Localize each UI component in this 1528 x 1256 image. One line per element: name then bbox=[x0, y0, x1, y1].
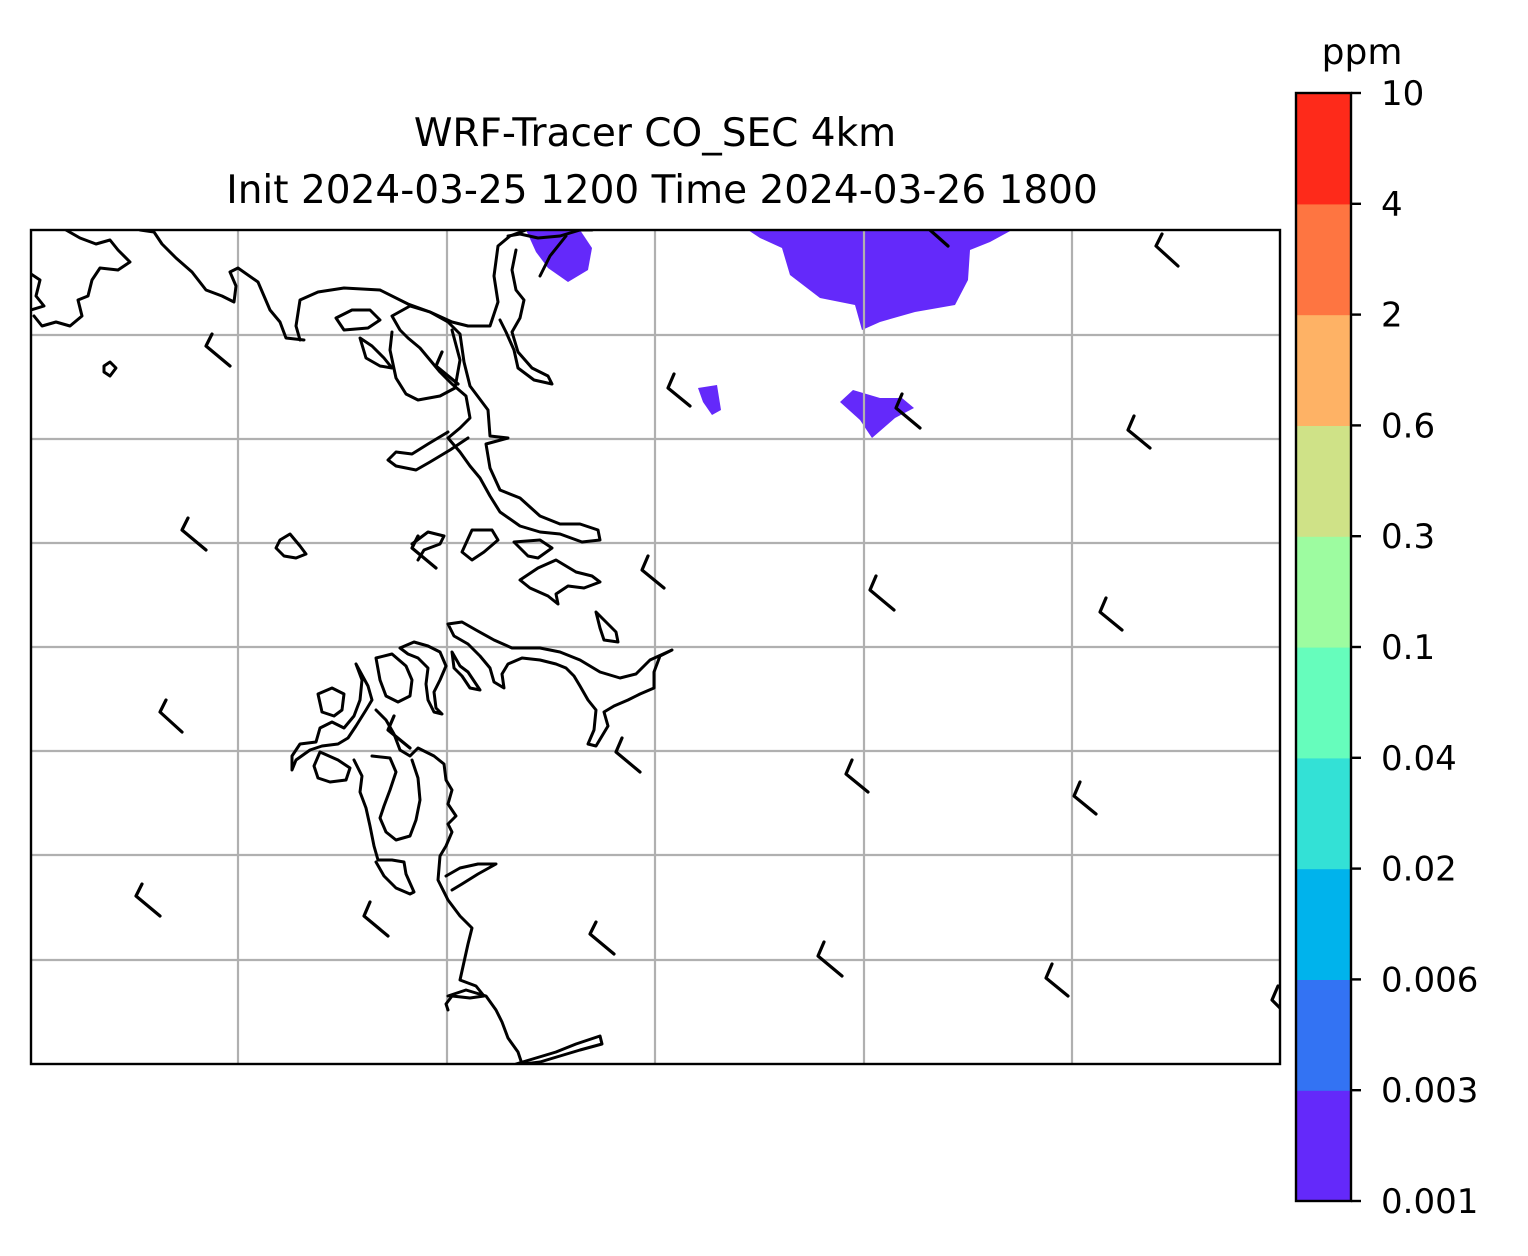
wind-barb bbox=[844, 758, 870, 794]
title-line-2: Init 2024-03-25 1200 Time 2024-03-26 180… bbox=[226, 168, 1098, 213]
wind-barb bbox=[180, 516, 208, 552]
colorbar-segment bbox=[1296, 314, 1351, 426]
wind-barb bbox=[1270, 984, 1280, 1011]
wind-barb bbox=[588, 920, 616, 956]
wind-barb bbox=[868, 574, 896, 612]
colorbar-tick-label: 0.3 bbox=[1381, 517, 1435, 557]
tracer-plume bbox=[526, 230, 1012, 438]
colorbar-segment bbox=[1296, 647, 1351, 759]
colorbar-tick-label: 0.003 bbox=[1381, 1071, 1478, 1111]
wind-barb bbox=[410, 534, 438, 570]
wind-barb bbox=[386, 714, 412, 750]
coastlines bbox=[31, 230, 674, 1064]
colorbar: ppm 0.001 0.003 0.006 0.02 0.04 0.1 0.3 0.6 2 4 10 bbox=[1294, 32, 1478, 1222]
colorbar-tick-label: 0.04 bbox=[1381, 739, 1457, 779]
colorbar-segment bbox=[1296, 868, 1351, 980]
wind-barb bbox=[362, 900, 390, 938]
wind-barb bbox=[158, 698, 184, 734]
colorbar-tick-label: 2 bbox=[1381, 296, 1403, 336]
colorbar-segment bbox=[1296, 1090, 1351, 1202]
title-line-1: WRF-Tracer CO_SEC 4km bbox=[414, 111, 896, 156]
wind-barb bbox=[816, 940, 844, 978]
plume-area bbox=[748, 230, 1012, 330]
colorbar-tick-label: 0.001 bbox=[1381, 1182, 1478, 1222]
plume-area bbox=[526, 230, 592, 282]
colorbar-tick-label: 10 bbox=[1381, 74, 1424, 114]
colorbar-segment bbox=[1296, 425, 1351, 537]
wind-barb bbox=[1044, 962, 1070, 998]
colorbar-segment bbox=[1296, 536, 1351, 648]
colorbar-segments bbox=[1296, 93, 1351, 1202]
wind-barb bbox=[1154, 232, 1180, 268]
wind-barb bbox=[434, 350, 460, 386]
wind-barb bbox=[614, 736, 642, 774]
wind-barb bbox=[928, 230, 950, 248]
wind-barb bbox=[1098, 596, 1124, 632]
colorbar-tick-label: 0.1 bbox=[1381, 628, 1435, 668]
colorbar-segment bbox=[1296, 979, 1351, 1091]
colorbar-ticks: 0.001 0.003 0.006 0.02 0.04 0.1 0.3 0.6 2 4 10 bbox=[1351, 74, 1478, 1222]
colorbar-tick-label: 0.02 bbox=[1381, 850, 1457, 890]
colorbar-unit: ppm bbox=[1322, 32, 1403, 73]
wind-barbs bbox=[134, 230, 1280, 1011]
plume-area bbox=[840, 390, 914, 438]
map-panel bbox=[29, 228, 1282, 1066]
colorbar-segment bbox=[1296, 203, 1351, 316]
colorbar-tick-label: 0.6 bbox=[1381, 406, 1435, 446]
colorbar-tick-label: 4 bbox=[1381, 185, 1403, 225]
wind-barb bbox=[1072, 780, 1098, 816]
wind-barb bbox=[1126, 414, 1152, 450]
colorbar-segment bbox=[1296, 93, 1351, 205]
plume-area bbox=[698, 385, 721, 415]
colorbar-segment bbox=[1296, 757, 1351, 870]
wind-barb bbox=[666, 372, 692, 408]
wind-barb bbox=[894, 392, 922, 430]
wind-barb bbox=[134, 882, 162, 918]
wind-barb bbox=[204, 332, 232, 368]
gridlines bbox=[31, 230, 1280, 1064]
colorbar-tick-label: 0.006 bbox=[1381, 960, 1478, 1000]
wind-barb bbox=[640, 554, 666, 590]
